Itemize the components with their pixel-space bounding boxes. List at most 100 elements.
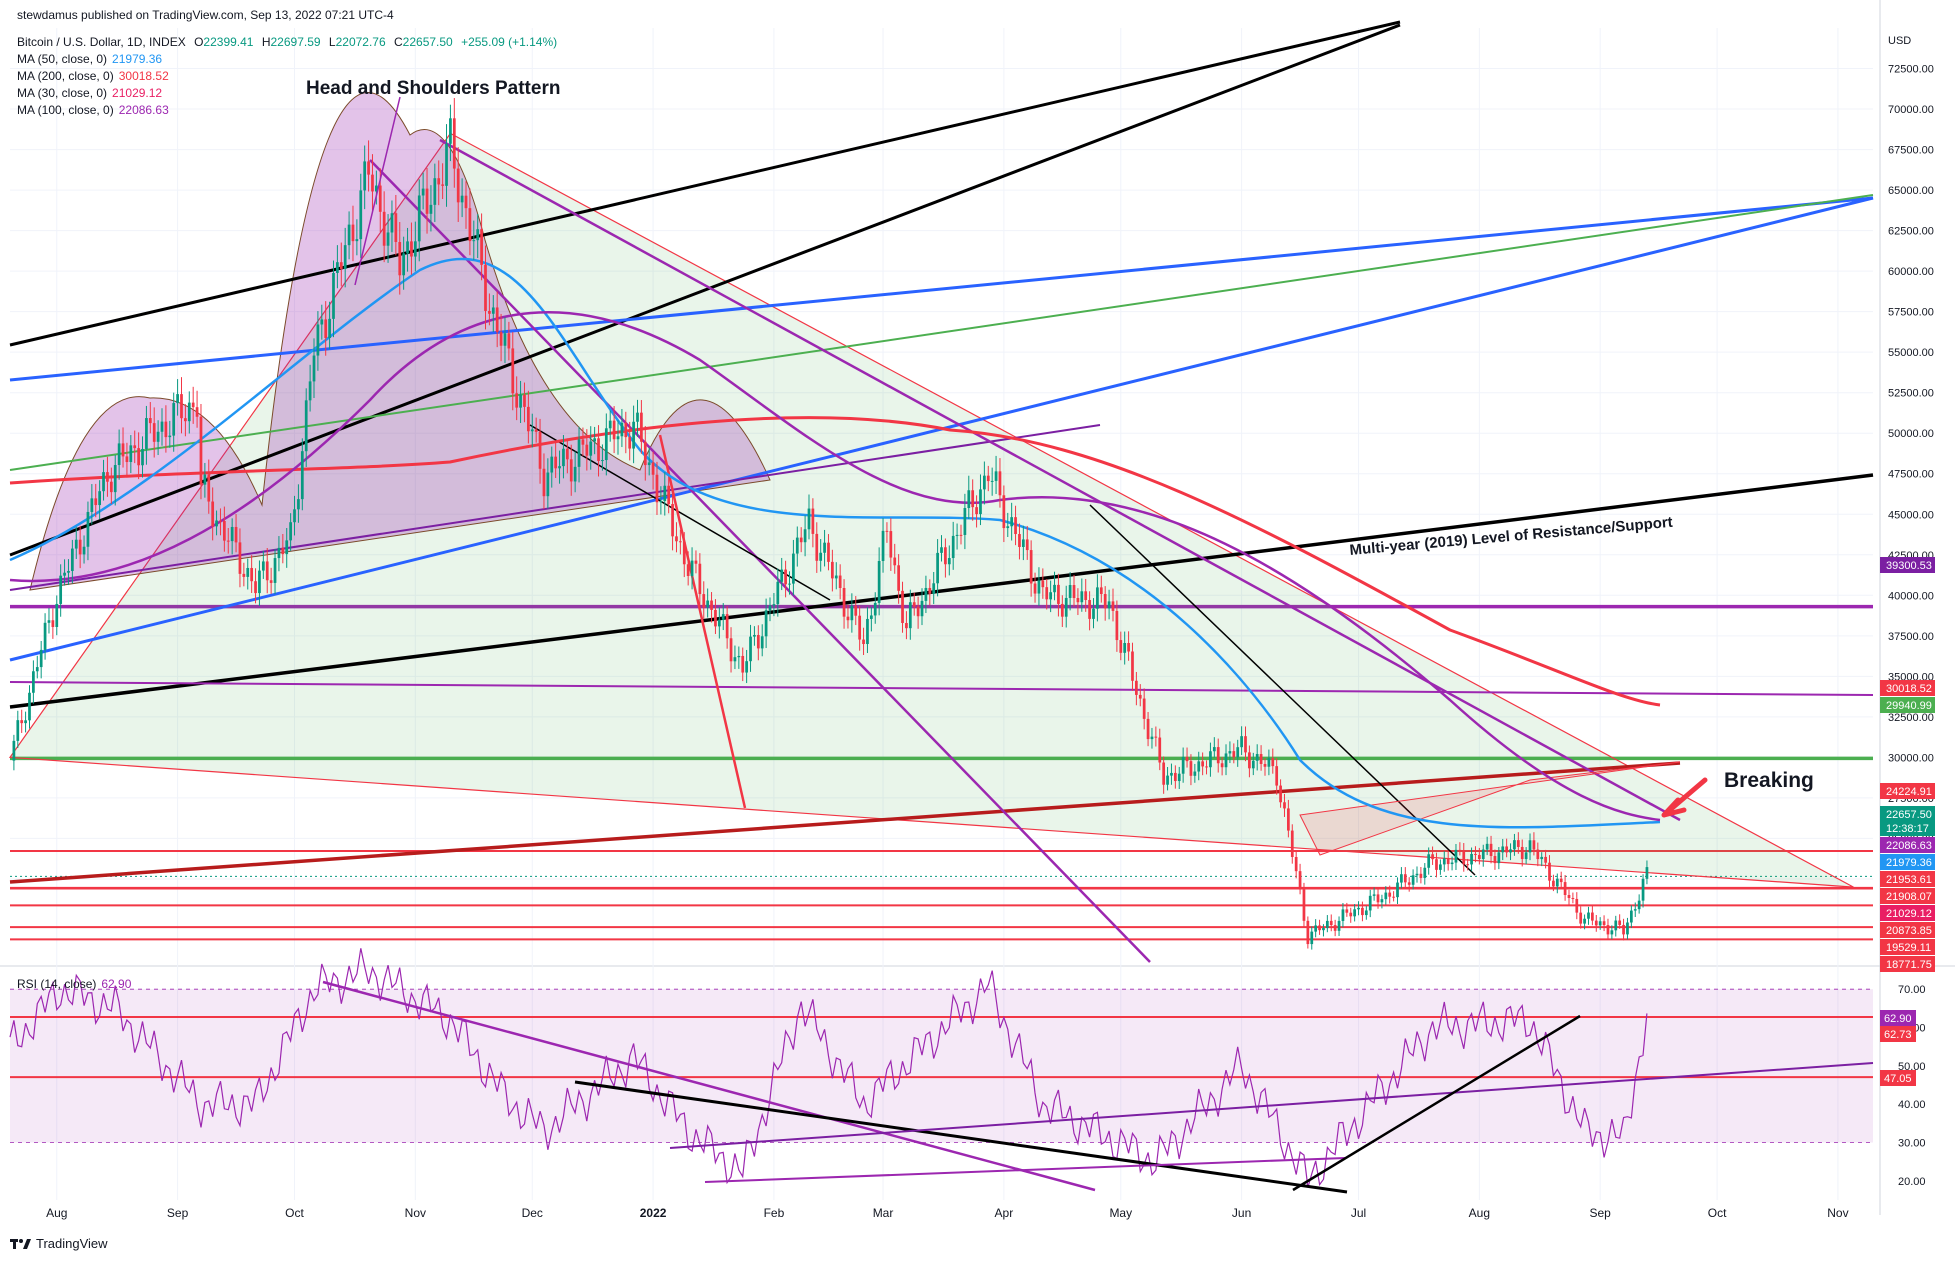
candle-body	[1532, 840, 1536, 850]
candle-body	[359, 190, 363, 240]
candle-body	[1111, 601, 1115, 611]
candle-body	[1318, 925, 1321, 931]
candle-body	[449, 118, 452, 144]
candle-body	[1633, 909, 1637, 911]
footer-brand: TradingView	[36, 1236, 108, 1251]
candle-body	[612, 420, 616, 440]
rsi-trendline	[669, 1062, 1874, 1149]
candle-body	[1193, 771, 1197, 776]
candle-body	[199, 416, 203, 485]
candle-body	[117, 443, 121, 466]
breaking-arrow-icon	[1661, 777, 1708, 818]
candle-body	[651, 462, 655, 475]
candle-body	[495, 307, 499, 333]
candle-body	[1376, 894, 1380, 903]
candle-body	[1477, 854, 1481, 859]
candle-body	[1474, 853, 1477, 855]
candle-body	[1575, 898, 1579, 913]
indicator-ma200[interactable]: MA (200, close, 0) 30018.52	[17, 68, 169, 85]
tradingview-logo-icon	[10, 1238, 31, 1249]
candle-body	[562, 448, 565, 467]
indicator-ma50[interactable]: MA (50, close, 0) 21979.36	[17, 51, 162, 68]
candle-body	[1255, 754, 1259, 761]
candle-body	[1135, 680, 1138, 695]
candle-body	[1064, 597, 1068, 617]
candle-body	[1041, 580, 1045, 588]
candle-body	[254, 581, 257, 594]
candle-body	[1240, 736, 1243, 748]
candle-body	[511, 348, 515, 394]
candle-body	[729, 638, 733, 662]
candle-body	[1559, 878, 1563, 883]
candle-body	[246, 567, 250, 577]
price-label-text: 39300.53	[1886, 560, 1932, 572]
candle-body	[137, 448, 140, 466]
currency-label: USD	[1888, 35, 1911, 47]
ohlc-o-label: O	[194, 35, 204, 49]
candle-body	[176, 394, 179, 404]
candle-body	[332, 272, 335, 319]
symbol-line: Bitcoin / U.S. Dollar, 1D, INDEX O22399.…	[17, 34, 557, 51]
indicator-value: 30018.52	[118, 69, 169, 83]
candle-body	[1049, 592, 1052, 600]
candle-body	[491, 307, 495, 314]
candle-body	[807, 508, 811, 530]
candle-body	[164, 421, 168, 438]
candle-body	[234, 526, 238, 543]
candle-body	[979, 489, 982, 515]
ohlc-low: 22072.76	[335, 35, 386, 49]
candle-body	[1497, 852, 1501, 864]
candle-body	[1594, 920, 1598, 926]
candle-body	[1555, 878, 1559, 887]
candle-body	[390, 213, 394, 233]
indicator-ma30[interactable]: MA (30, close, 0) 21029.12	[17, 85, 162, 102]
price-label-text: 22657.50	[1886, 809, 1932, 821]
candle-body	[1423, 867, 1427, 878]
candle-body	[472, 240, 476, 242]
candle-body	[858, 615, 862, 640]
candle-body	[1298, 871, 1302, 890]
candle-body	[1364, 910, 1368, 916]
candle-body	[1158, 737, 1162, 763]
rsi-line	[9, 948, 1648, 1188]
candle-body	[745, 661, 748, 673]
candle-body	[682, 541, 686, 565]
rsi-trendline	[1292, 1014, 1581, 1192]
candle-body	[1010, 517, 1014, 527]
ohlc-close: 22657.50	[402, 35, 453, 49]
candle-body	[141, 448, 144, 466]
candle-body	[527, 406, 530, 432]
candle-body	[780, 569, 784, 582]
time-tick-label: Oct	[1708, 1206, 1727, 1220]
annotation-breaking: Breaking	[1724, 769, 1814, 792]
candle-body	[324, 319, 328, 338]
candle-body	[1123, 643, 1127, 653]
candle-body	[717, 619, 721, 627]
ma50-line	[9, 257, 1661, 829]
candle-body	[258, 570, 261, 594]
indicator-ma100[interactable]: MA (100, close, 0) 22086.63	[17, 102, 169, 119]
time-tick-label: Jun	[1232, 1206, 1251, 1220]
candle-body	[604, 428, 608, 461]
candle-body	[901, 590, 904, 624]
candle-body	[1361, 907, 1364, 916]
price-label-badge	[1880, 905, 1935, 921]
candle-body	[1610, 930, 1614, 935]
drawings	[8, 20, 1874, 963]
candle-body	[671, 504, 674, 537]
candle-body	[98, 491, 102, 506]
candle-body	[686, 564, 690, 576]
candle-body	[819, 552, 823, 561]
triangle-pattern-shape	[8, 132, 1854, 888]
candle-body	[983, 475, 986, 490]
candle-body	[1513, 840, 1516, 850]
candle-body	[226, 540, 230, 542]
candle-body	[456, 168, 460, 203]
ohlc-open: 22399.41	[203, 35, 254, 49]
candle-body	[558, 466, 561, 469]
rsi-legend[interactable]: RSI (14, close) 62.90	[17, 976, 131, 993]
candle-body	[406, 241, 409, 254]
candle-body	[129, 445, 133, 463]
candle-body	[811, 508, 815, 534]
